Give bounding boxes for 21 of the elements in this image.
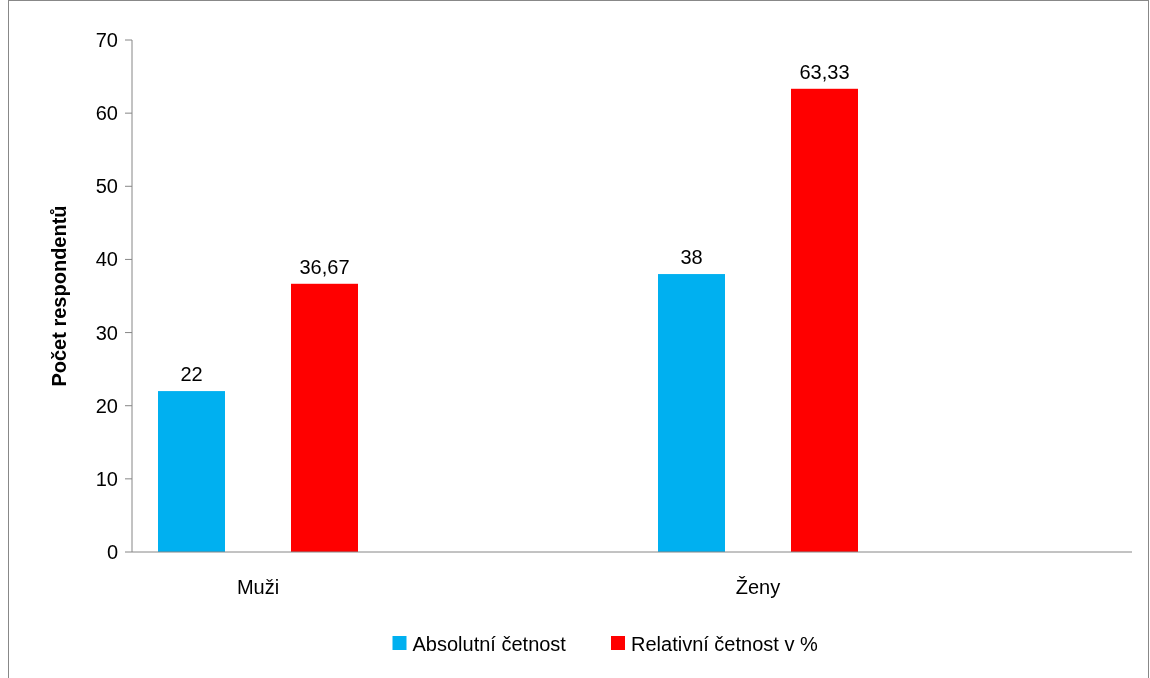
bar xyxy=(658,274,725,552)
data-label: 63,33 xyxy=(799,60,850,83)
data-label: 36,67 xyxy=(299,255,350,278)
data-label: 22 xyxy=(180,363,203,386)
bar xyxy=(158,391,225,552)
y-tick-label: 30 xyxy=(95,321,118,344)
legend-label: Relativní četnost v % xyxy=(631,633,818,655)
y-tick-label: 50 xyxy=(95,175,118,198)
bar xyxy=(791,88,858,552)
y-tick-label: 0 xyxy=(106,541,118,563)
y-tick-label: 10 xyxy=(95,467,118,490)
bar xyxy=(291,283,358,552)
y-tick-label: 60 xyxy=(95,102,118,125)
legend-label: Absolutní četnost xyxy=(412,633,567,655)
data-label: 38 xyxy=(680,246,703,269)
y-tick-label: 70 xyxy=(95,29,118,51)
x-tick-label: Muži xyxy=(236,576,280,598)
y-tick-label: 20 xyxy=(95,394,118,417)
y-axis-title: Počet respondentů xyxy=(48,205,70,387)
y-tick-label: 40 xyxy=(95,248,118,271)
x-tick-label: Ženy xyxy=(735,576,781,598)
